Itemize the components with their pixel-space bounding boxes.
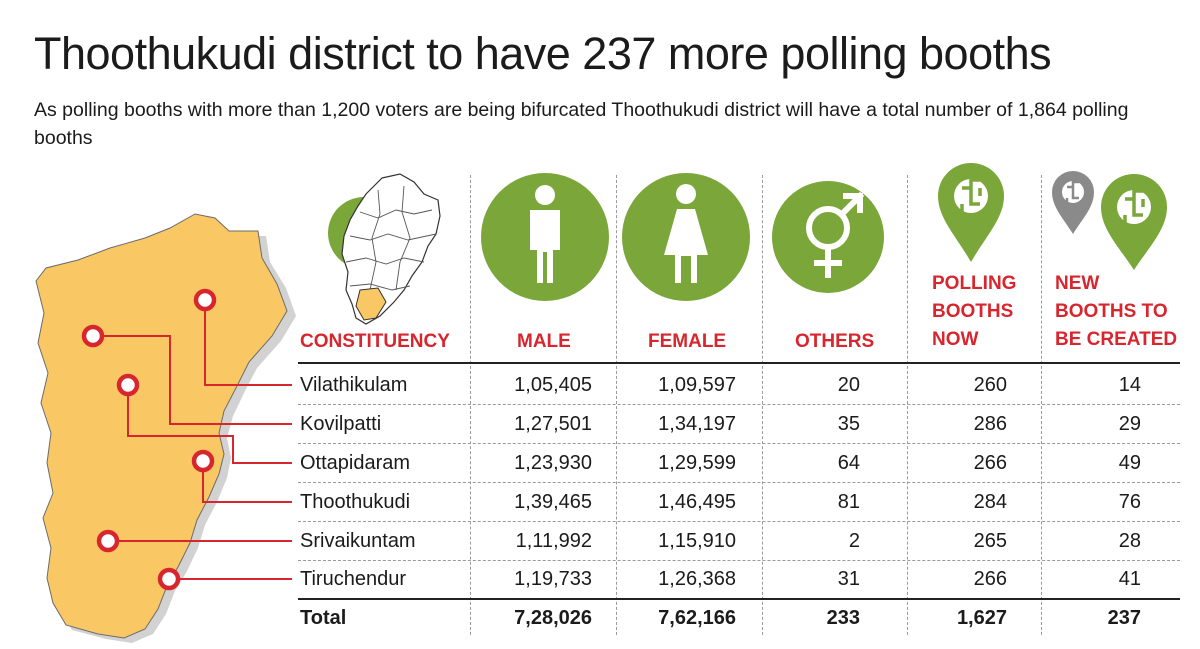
header-icons [328, 163, 1167, 325]
cell-male: 1,11,992 [515, 530, 592, 552]
cell-booths-now: 260 [973, 374, 1007, 396]
cell-female: 1,46,495 [658, 491, 736, 513]
total-label: Total [300, 607, 347, 629]
column-divider [907, 175, 908, 635]
district-map [35, 213, 296, 643]
cell-male: 1,39,465 [514, 491, 592, 513]
constituency-name: Srivaikuntam [300, 530, 416, 552]
leader-line-thoothukudi [202, 461, 292, 503]
total-female: 7,62,166 [658, 607, 736, 629]
cell-booths-now: 266 [973, 568, 1007, 590]
marker-kovilpatti [81, 324, 105, 348]
constituency-name: Ottapidaram [300, 452, 411, 474]
row-divider [298, 521, 1180, 522]
total-new-booths: 237 [1107, 607, 1141, 629]
cell-new-booths: 49 [1118, 452, 1141, 474]
column-divider [470, 175, 471, 635]
total-male: 7,28,026 [514, 607, 592, 629]
cell-female: 1,34,197 [658, 413, 736, 435]
col-head-others: OTHERS [795, 331, 875, 352]
male-icon [481, 173, 609, 301]
page-subtitle: As polling booths with more than 1,200 v… [34, 99, 1129, 149]
cell-female: 1,09,597 [658, 374, 736, 396]
page-title: Thoothukudi district to have 237 more po… [34, 28, 1052, 79]
marker-vilathikulam [193, 288, 217, 312]
col-head-new-booths-2: BOOTHS TO [1055, 301, 1168, 322]
col-head-booths-now-3: NOW [932, 329, 979, 350]
row-divider [298, 560, 1180, 561]
constituency-name: Kovilpatti [300, 413, 382, 435]
constituency-name: Tiruchendur [300, 568, 406, 590]
others-gender-icon [772, 181, 884, 293]
leader-line-ottapidaram [127, 385, 292, 464]
cell-male: 1,05,405 [514, 374, 592, 396]
cell-booths-now: 265 [973, 530, 1007, 552]
cell-new-booths: 29 [1118, 413, 1141, 435]
cell-others: 2 [848, 530, 860, 552]
cell-others: 64 [837, 452, 860, 474]
constituency-name: Thoothukudi [300, 491, 411, 513]
total-booths-now: 1,627 [956, 607, 1007, 629]
cell-male: 1,23,930 [514, 452, 592, 474]
col-head-new-booths-1: NEW [1055, 273, 1100, 294]
cell-booths-now: 266 [973, 452, 1007, 474]
cell-others: 31 [837, 568, 860, 590]
cell-female: 1,29,599 [658, 452, 736, 474]
female-icon [622, 173, 750, 301]
cell-others: 81 [837, 491, 860, 513]
marker-tiruchendur [157, 567, 181, 591]
marker-srivaikuntam [96, 529, 120, 553]
map-body [35, 213, 288, 639]
col-head-booths-now-2: BOOTHS [932, 301, 1014, 322]
cell-new-booths: 14 [1118, 374, 1141, 396]
leader-line-kovilpatti [93, 335, 292, 425]
column-divider [762, 175, 763, 635]
marker-thoothukudi [191, 449, 215, 473]
col-head-male: MALE [517, 331, 571, 352]
cell-male: 1,19,733 [514, 568, 592, 590]
row-divider [298, 443, 1180, 444]
polling-booth-pin-icon [938, 163, 1004, 262]
row-divider [298, 482, 1180, 483]
cell-female: 1,26,368 [658, 568, 736, 590]
total-rule [298, 598, 1180, 600]
cell-booths-now: 286 [973, 413, 1007, 435]
header-rule [298, 362, 1180, 364]
cell-new-booths: 28 [1118, 530, 1141, 552]
cell-male: 1,27,501 [514, 413, 592, 435]
cell-others: 35 [837, 413, 860, 435]
column-divider [1041, 175, 1042, 635]
col-head-constituency: CONSTITUENCY [300, 331, 450, 352]
tamil-nadu-map-icon [328, 173, 441, 325]
column-divider [616, 175, 617, 635]
col-head-booths-now-1: POLLING [932, 273, 1017, 294]
constituency-name: Vilathikulam [300, 374, 408, 396]
cell-new-booths: 41 [1118, 568, 1141, 590]
marker-ottapidaram [116, 373, 140, 397]
cell-female: 1,15,910 [658, 530, 736, 552]
col-head-new-booths-3: BE CREATED [1055, 329, 1178, 350]
leader-line-vilathikulam [204, 302, 292, 386]
row-divider [298, 404, 1180, 405]
cell-new-booths: 76 [1118, 491, 1141, 513]
col-head-female: FEMALE [648, 331, 727, 352]
new-booth-pins-icon [1052, 171, 1167, 270]
total-others: 233 [826, 607, 860, 629]
cell-booths-now: 284 [973, 491, 1007, 513]
cell-others: 20 [837, 374, 860, 396]
